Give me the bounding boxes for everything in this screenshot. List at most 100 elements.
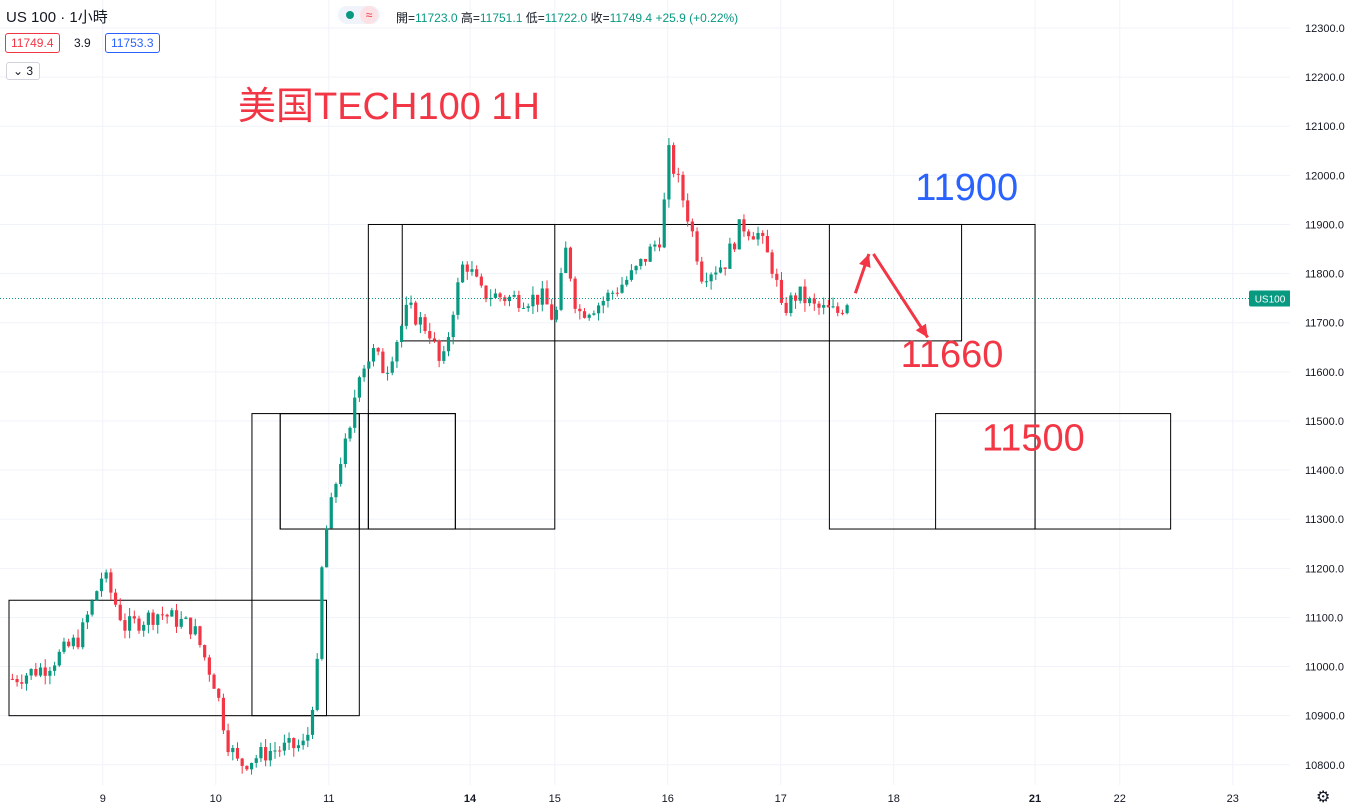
arrow-head bbox=[915, 323, 928, 338]
candle-body bbox=[498, 293, 502, 298]
candle-body bbox=[620, 284, 624, 293]
sell-button[interactable]: 11749.4 bbox=[5, 33, 60, 53]
projection-arrows[interactable] bbox=[853, 253, 929, 339]
candle-body bbox=[57, 651, 61, 666]
candle-body bbox=[742, 219, 746, 232]
candle-body bbox=[643, 258, 648, 262]
candle-body bbox=[465, 264, 469, 272]
market-open-icon bbox=[346, 11, 354, 19]
indicators-toggle-button[interactable]: ⌄ 3 bbox=[6, 62, 41, 80]
y-tick-label: 11700.0 bbox=[1305, 318, 1344, 330]
candle-body bbox=[831, 306, 835, 308]
y-tick-label: 12000.0 bbox=[1305, 170, 1345, 182]
candle-body bbox=[184, 617, 188, 619]
candle-body bbox=[789, 295, 793, 314]
candle-body bbox=[395, 341, 399, 362]
gear-icon[interactable]: ⚙ bbox=[1316, 789, 1331, 806]
candle-body bbox=[732, 243, 737, 250]
candle-body bbox=[723, 267, 727, 269]
candle-body bbox=[536, 294, 540, 305]
candle-body bbox=[564, 247, 568, 274]
candle-body bbox=[836, 306, 840, 313]
market-status[interactable]: ≈ bbox=[338, 6, 380, 24]
range-box bbox=[251, 413, 360, 717]
candle-body bbox=[718, 267, 723, 273]
candle-body bbox=[596, 305, 601, 314]
candle-body bbox=[385, 372, 390, 374]
candle-body bbox=[371, 348, 376, 362]
x-tick-label: 22 bbox=[1114, 793, 1126, 805]
candle-body bbox=[71, 637, 75, 647]
price-axis[interactable]: 10800.0 10900.0 11000.0 11100.0 11200.0 11300… bbox=[1290, 0, 1353, 811]
candle-body bbox=[798, 286, 802, 301]
candle-body bbox=[540, 288, 544, 305]
candle-body bbox=[118, 604, 122, 621]
candle-body bbox=[704, 281, 709, 283]
candle-body bbox=[85, 614, 90, 623]
candle-body bbox=[137, 618, 141, 631]
candle-body bbox=[470, 269, 474, 272]
chevron-down-icon: ⌄ bbox=[13, 64, 24, 78]
candle-body bbox=[123, 620, 127, 631]
price-annotation-label: 11500 bbox=[982, 417, 1085, 459]
candle-body bbox=[245, 765, 249, 770]
y-tick-label: 11100.0 bbox=[1305, 612, 1343, 624]
candle-body bbox=[737, 219, 741, 250]
candle-body bbox=[240, 758, 244, 766]
buy-button[interactable]: 11753.3 bbox=[105, 33, 160, 53]
candle-body bbox=[156, 614, 160, 625]
y-tick-label: 11400.0 bbox=[1305, 465, 1344, 477]
range-box bbox=[1034, 413, 1172, 530]
candle-body bbox=[306, 734, 310, 741]
candle-body bbox=[639, 258, 643, 267]
candle-body bbox=[479, 276, 483, 286]
candle-body bbox=[362, 368, 366, 378]
y-tick-label: 11200.0 bbox=[1305, 563, 1344, 575]
drawn-rectangles[interactable] bbox=[8, 223, 1172, 717]
high-value: 11751.1 bbox=[479, 11, 523, 25]
time-axis[interactable]: 9 10 11 14 15 16 17 18 21 22 23 bbox=[100, 793, 1239, 805]
candle-body bbox=[845, 305, 849, 314]
candle-body bbox=[611, 292, 615, 294]
candle-body bbox=[423, 317, 427, 332]
candle-body bbox=[264, 747, 268, 761]
open-value: 11723.0 bbox=[415, 11, 458, 25]
range-box bbox=[8, 599, 328, 717]
candle-body bbox=[550, 304, 554, 320]
candle-body bbox=[62, 641, 66, 652]
candle-body bbox=[751, 236, 755, 240]
candle-body bbox=[99, 578, 104, 592]
candle-body bbox=[67, 641, 71, 647]
candle-body bbox=[24, 675, 29, 684]
candle-body bbox=[343, 438, 347, 465]
candle-body bbox=[404, 304, 408, 326]
candle-body bbox=[601, 301, 605, 306]
candle-body bbox=[207, 657, 211, 675]
range-box bbox=[279, 413, 360, 530]
chart-title[interactable]: 美国TECH100 1H bbox=[238, 86, 540, 128]
candle-body bbox=[662, 199, 666, 248]
candle-body bbox=[573, 278, 577, 309]
candle-body bbox=[761, 232, 765, 236]
open-label: 開= bbox=[396, 11, 416, 25]
candle-body bbox=[526, 306, 530, 308]
candle-body bbox=[390, 361, 394, 373]
y-tick-label: 11600.0 bbox=[1305, 367, 1344, 379]
candle-body bbox=[231, 747, 235, 753]
arrow-head bbox=[859, 253, 871, 268]
candle-body bbox=[587, 314, 591, 318]
candle-body bbox=[840, 312, 845, 314]
candle-body bbox=[339, 464, 343, 484]
candle-body bbox=[817, 303, 821, 308]
candle-body bbox=[418, 317, 422, 325]
y-tick-label: 12100.0 bbox=[1305, 121, 1345, 133]
candle-body bbox=[779, 279, 784, 303]
x-tick-label: 11 bbox=[323, 793, 334, 805]
symbol-title[interactable]: US 100 · 1小時 bbox=[6, 9, 108, 26]
candle-body bbox=[489, 297, 493, 300]
price-annotations[interactable]: 11900 11660 11500 bbox=[901, 167, 1085, 460]
candle-body bbox=[146, 612, 150, 625]
price-axis-bg bbox=[1290, 0, 1353, 811]
x-tick-label: 10 bbox=[210, 793, 222, 805]
